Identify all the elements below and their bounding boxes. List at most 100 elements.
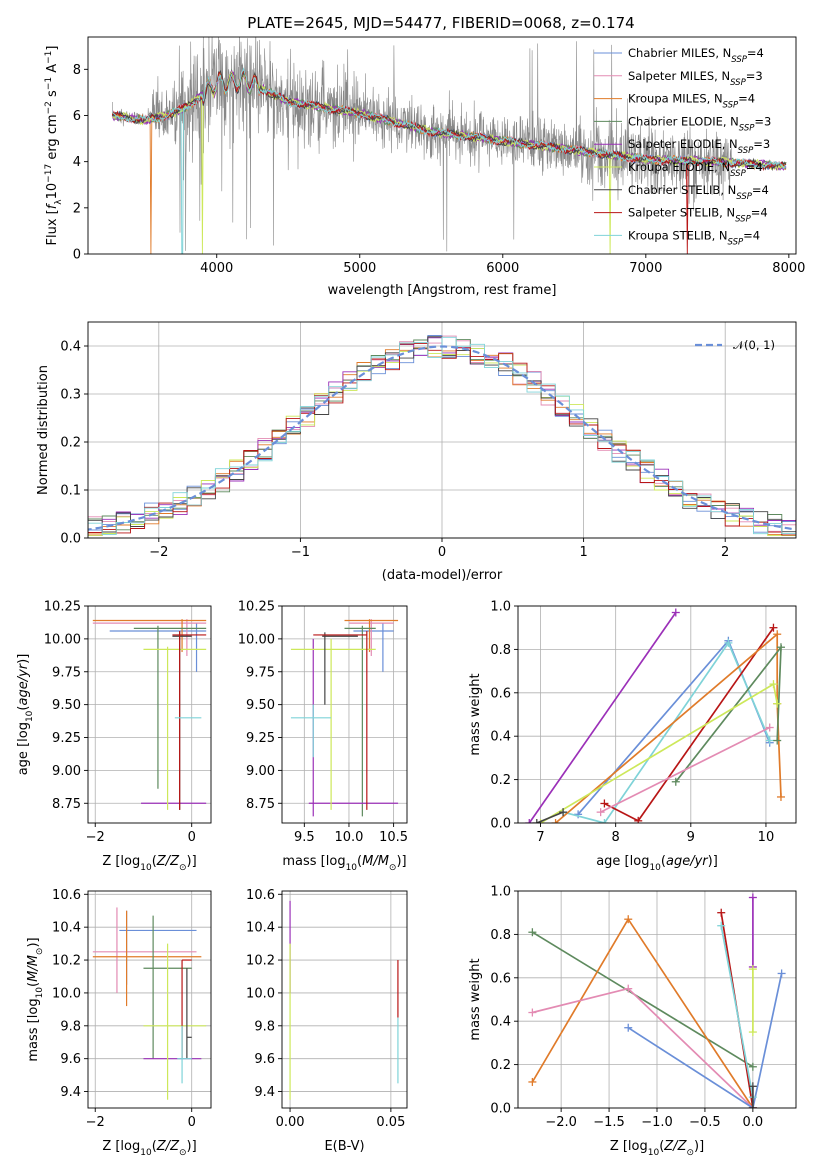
y-tick-label: 10.0 xyxy=(52,986,81,1001)
grid-lines xyxy=(282,891,407,1108)
y-tick-label: 10.0 xyxy=(246,986,275,1001)
grid-lines xyxy=(282,606,407,823)
weight-line xyxy=(604,628,773,821)
weight-line xyxy=(529,613,676,824)
massweight_vs_age-y-label: mass weight xyxy=(468,673,483,755)
y-tick-label: 10.6 xyxy=(52,888,81,903)
y-tick-label: 1.0 xyxy=(490,600,511,615)
legend-label: Kroupa STELIB, NSSP=4 xyxy=(628,228,760,247)
x-tick-label: 10 xyxy=(758,830,775,845)
axes-frame: 0.00 0.059.49.69.810.010.210.410.6E(B-V) xyxy=(246,888,407,1154)
y-tick-label: 10.25 xyxy=(44,600,81,615)
x-tick-label: 0.00 xyxy=(276,1115,305,1130)
x-tick-label: −1 xyxy=(291,545,310,560)
spectrum-panel: 4000 5000 6000 7000 8000 0 2 4 6 8 wavelength [Ang… xyxy=(44,29,805,299)
residual-histogram-panel: −2 −1 0 1 20.00.10.20.30.4(data-model)/error… xyxy=(36,322,810,583)
y-tick-label: 10.4 xyxy=(246,921,275,936)
y-tick-label: 9.00 xyxy=(246,764,275,779)
errorbar-point-kroupa-miles xyxy=(93,911,202,1006)
massweight-vs-age-panel: 7 8 9 10 0.0 0.2 0.4 0.6 0.8 1.0 age [log10(age/yr… xyxy=(468,600,796,874)
y-tick-label: 0.8 xyxy=(490,928,511,943)
y-tick-label: 0.0 xyxy=(490,1102,511,1117)
errorbar-point-salpeter-miles xyxy=(93,619,206,656)
y-tick-label: 9.25 xyxy=(52,731,81,746)
weight-series-kroupa-elodie xyxy=(749,965,757,1036)
y-tick-label: 9.25 xyxy=(246,731,275,746)
x-tick-label: −0.5 xyxy=(689,1115,721,1130)
axes-border xyxy=(282,891,407,1108)
y-tick-label: 10.25 xyxy=(238,600,275,615)
weight-line xyxy=(532,989,753,1108)
y-tick-label: 9.50 xyxy=(246,698,275,713)
spectrum-x-label: wavelength [Angstrom, rest frame] xyxy=(328,283,557,298)
y-tick-label: 10.2 xyxy=(52,954,81,969)
y-tick-label: 8 xyxy=(73,63,81,78)
x-tick-label: −2 xyxy=(86,1115,105,1130)
massweight_vs_age-x-label: age [log10(age/yr)] xyxy=(596,854,718,873)
y-tick-label: 0.6 xyxy=(490,686,511,701)
x-tick-label: −2 xyxy=(149,545,168,560)
axes-border xyxy=(88,891,211,1108)
y-tick-label: 10.6 xyxy=(246,888,275,903)
x-tick-label: 7000 xyxy=(629,261,662,276)
errorbar-point-kroupa-elodie xyxy=(291,639,376,810)
weight-series-salpeter-stelib xyxy=(600,624,777,825)
age_vs_mass-x-label: mass [log10(M/M⊙)] xyxy=(282,854,406,873)
spectrum-y-label: Flux [fλ10−17 erg cm−2 s−1 A−1] xyxy=(44,46,64,246)
legend-label: Kroupa MILES, NSSP=4 xyxy=(628,92,755,111)
weight-series-kroupa-stelib xyxy=(717,922,757,1101)
y-tick-label: 9.8 xyxy=(60,1019,81,1034)
y-tick-label: 9.00 xyxy=(52,764,81,779)
axes-frame: −2 0 9.4 9.6 9.8 10.0 10.2 10.4 10.6 Z [log10(Z/Z… xyxy=(26,888,211,1158)
legend-label: Chabrier STELIB, NSSP=4 xyxy=(628,183,769,202)
errorbar-point-salpeter-elodie xyxy=(309,639,398,817)
residual-y-label: Normed distribution xyxy=(36,365,51,495)
errorbar-point-chabrier-stelib xyxy=(187,968,192,1058)
y-tick-label: 9.4 xyxy=(254,1085,275,1100)
x-tick-label: 9 xyxy=(687,830,695,845)
y-tick-label: 1.0 xyxy=(490,885,511,900)
weight-series-chabrier-elodie xyxy=(672,643,785,786)
x-tick-label: 0.05 xyxy=(376,1115,405,1130)
errorbar-point-salpeter-miles xyxy=(349,619,394,656)
x-tick-label: 4000 xyxy=(200,261,233,276)
x-tick-label: 10.5 xyxy=(379,830,408,845)
grid-lines xyxy=(88,891,211,1108)
mass-vs-ebv-panel: 0.00 0.05 9.4 9.6 9.8 10.0 10.2 10.4 10.6 E(B-V) xyxy=(246,888,407,1154)
y-tick-label: 0.4 xyxy=(60,340,81,355)
legend-label: 𝒩(0, 1) xyxy=(733,338,775,352)
y-tick-label: 9.75 xyxy=(246,665,275,680)
x-tick-label: 6000 xyxy=(486,261,519,276)
y-tick-label: 0.6 xyxy=(490,971,511,986)
y-tick-label: 10.4 xyxy=(52,921,81,936)
y-tick-label: 8.75 xyxy=(246,797,275,812)
x-tick-label: 8 xyxy=(612,830,620,845)
errorbar-point-chabrier-miles xyxy=(119,911,196,985)
errorbar-point-kroupa-stelib xyxy=(291,705,331,758)
figure-canvas: PLATE=2645, MJD=54477, FIBERID=0068, z=0… xyxy=(0,0,819,1170)
weight-series-kroupa-miles xyxy=(552,630,785,827)
massweight-vs-metallicity-panel: −2.0 −1.5 −1.0 −0.5 0.00.00.20.40.60.81.0Z [… xyxy=(468,885,796,1159)
errorbar-point-salpeter-stelib xyxy=(313,631,367,810)
errorbar-point-salpeter-stelib xyxy=(172,631,206,810)
massweight_vs_Z-x-label: Z [log10(Z/Z⊙)] xyxy=(610,1139,704,1158)
x-tick-label: −2 xyxy=(86,830,105,845)
x-tick-label: −2.0 xyxy=(545,1115,577,1130)
y-tick-label: 9.6 xyxy=(254,1052,275,1067)
y-tick-label: 0.0 xyxy=(490,817,511,832)
y-tick-label: 0.2 xyxy=(60,436,81,451)
y-tick-label: 9.50 xyxy=(52,698,81,713)
y-tick-label: 0.4 xyxy=(490,730,511,745)
errorbar-point-kroupa-stelib xyxy=(177,1026,191,1084)
errorbar-point-chabrier-stelib xyxy=(322,632,358,704)
plot-area xyxy=(291,619,398,816)
x-tick-label: 9.5 xyxy=(294,830,315,845)
x-tick-label: 8000 xyxy=(772,261,805,276)
plot-area xyxy=(290,901,398,1100)
x-tick-label: −1.5 xyxy=(593,1115,625,1130)
y-tick-label: 0.3 xyxy=(60,388,81,403)
y-tick-label: 8.75 xyxy=(52,797,81,812)
weight-series-salpeter-elodie xyxy=(749,894,757,971)
weight-series-kroupa-miles xyxy=(528,915,756,1112)
x-tick-label: 0 xyxy=(188,830,196,845)
